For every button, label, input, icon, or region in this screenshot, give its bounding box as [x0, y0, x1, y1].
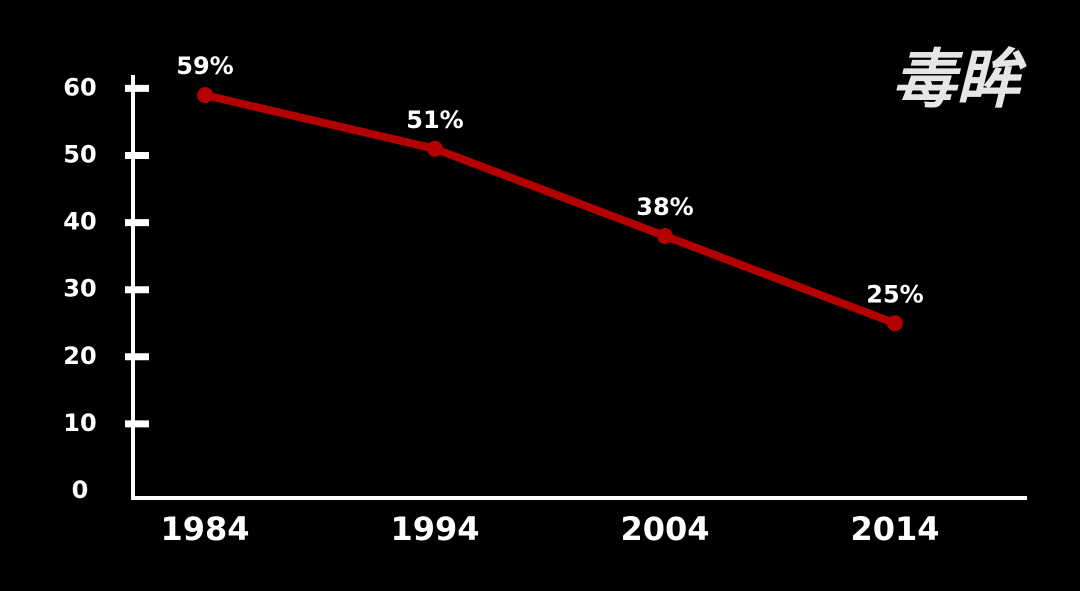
watermark: 毒眸 — [892, 44, 1027, 118]
y-tick-label: 20 — [63, 342, 96, 370]
data-label: 38% — [636, 193, 693, 221]
y-tick-label: 30 — [63, 275, 96, 303]
data-label: 51% — [406, 106, 463, 134]
y-tick-label: 60 — [63, 73, 96, 101]
x-tick-label: 1984 — [160, 510, 249, 548]
point — [427, 140, 443, 157]
y-tick-label: 50 — [63, 141, 96, 169]
y-tick-label: 0 — [72, 476, 89, 504]
data-label: 25% — [866, 280, 923, 308]
data-label: 59% — [176, 52, 233, 80]
y-tick-label: 10 — [63, 409, 96, 437]
point — [887, 315, 903, 332]
x-tick-label: 2004 — [620, 510, 709, 548]
point — [657, 228, 673, 245]
point — [197, 87, 213, 104]
line — [204, 91, 897, 327]
x-tick-label: 1994 — [390, 510, 479, 548]
y-tick-label: 40 — [63, 208, 96, 236]
x-tick-label: 2014 — [850, 510, 939, 548]
